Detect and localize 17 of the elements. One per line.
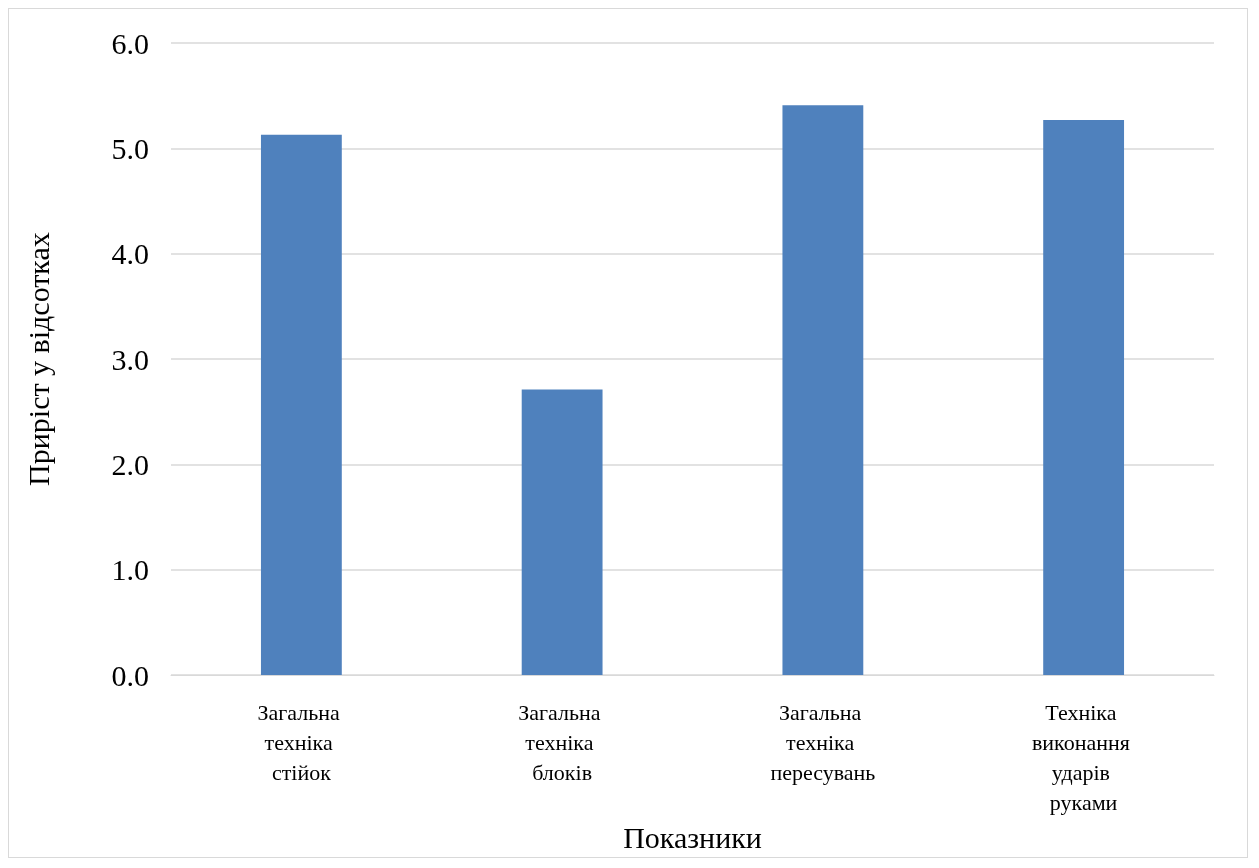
bar: [260, 134, 342, 676]
y-tick-label: 2.0: [111, 447, 149, 481]
y-tick-label: 0.0: [111, 658, 149, 692]
bar: [521, 389, 603, 676]
y-tick-label: 3.0: [111, 342, 149, 376]
bar: [782, 105, 864, 676]
bar: [1043, 119, 1125, 676]
x-tick-label: Техніка виконання ударів руками: [1031, 699, 1136, 815]
x-tick-label: Загальна техніка стійок: [257, 699, 346, 785]
y-axis-title: Приріст у відсотках: [21, 232, 55, 486]
y-tick-label: 1.0: [111, 553, 149, 587]
x-tick-label: Загальна техніка блоків: [518, 699, 607, 785]
y-tick-label: 6.0: [111, 26, 149, 60]
y-tick-label: 5.0: [111, 131, 149, 165]
x-axis-title: Показники: [623, 820, 762, 854]
y-tick-label: 4.0: [111, 237, 149, 271]
x-tick-label: Загальна техніка пересувань: [770, 699, 876, 785]
